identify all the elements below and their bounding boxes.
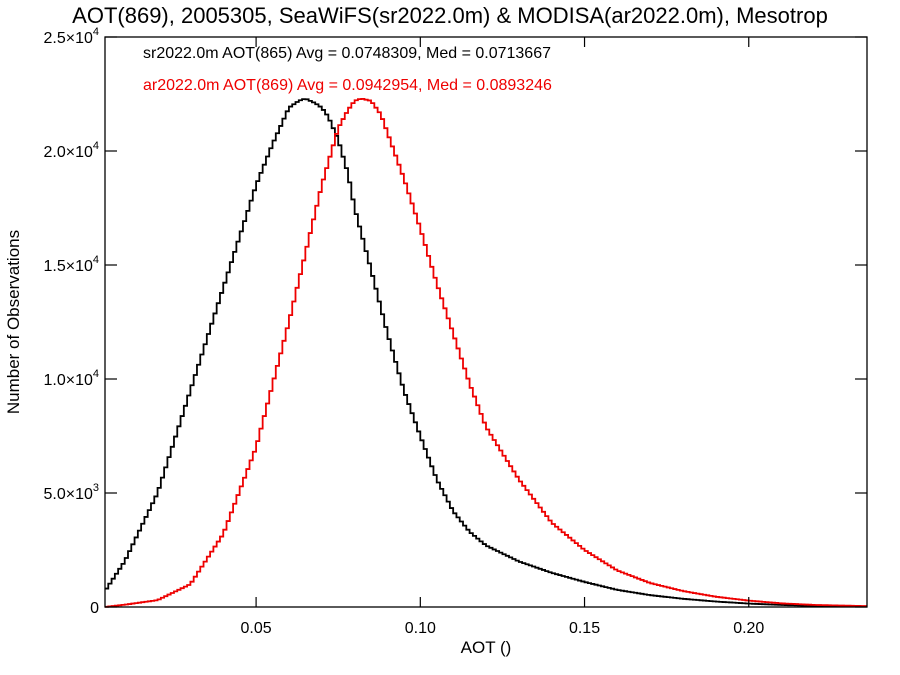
x-tick-label: 0.20 bbox=[733, 620, 764, 637]
chart-title: AOT(869), 2005305, SeaWiFS(sr2022.0m) & … bbox=[72, 3, 828, 28]
y-tick-label: 2.5×104 bbox=[43, 26, 99, 47]
y-tick-label: 5.0×103 bbox=[43, 482, 99, 503]
x-tick-label: 0.10 bbox=[405, 620, 436, 637]
legend-entry-sr2022: sr2022.0m AOT(865) Avg = 0.0748309, Med … bbox=[143, 45, 551, 62]
x-tick-label: 0.05 bbox=[241, 620, 272, 637]
y-tick-label: 1.5×104 bbox=[43, 254, 99, 275]
y-tick-label: 0 bbox=[90, 600, 99, 617]
y-axis: 0 5.0×103 1.0×104 1.5×104 2.0×104 2.5×104 bbox=[43, 26, 867, 617]
x-tick-label: 0.15 bbox=[569, 620, 600, 637]
plot-frame bbox=[104, 36, 868, 608]
x-axis-label: AOT () bbox=[461, 638, 512, 657]
series-line-1 bbox=[105, 98, 867, 608]
series-line-0 bbox=[105, 98, 867, 608]
y-tick-label: 2.0×104 bbox=[43, 140, 99, 161]
y-tick-label: 1.0×104 bbox=[43, 368, 99, 389]
x-axis: 0.05 0.10 0.15 0.20 bbox=[241, 37, 764, 637]
legend-entry-ar2022: ar2022.0m AOT(869) Avg = 0.0942954, Med … bbox=[143, 77, 552, 94]
legend: sr2022.0m AOT(865) Avg = 0.0748309, Med … bbox=[143, 45, 552, 94]
series-layer bbox=[105, 98, 867, 608]
y-axis-label: Number of Observations bbox=[4, 230, 23, 414]
